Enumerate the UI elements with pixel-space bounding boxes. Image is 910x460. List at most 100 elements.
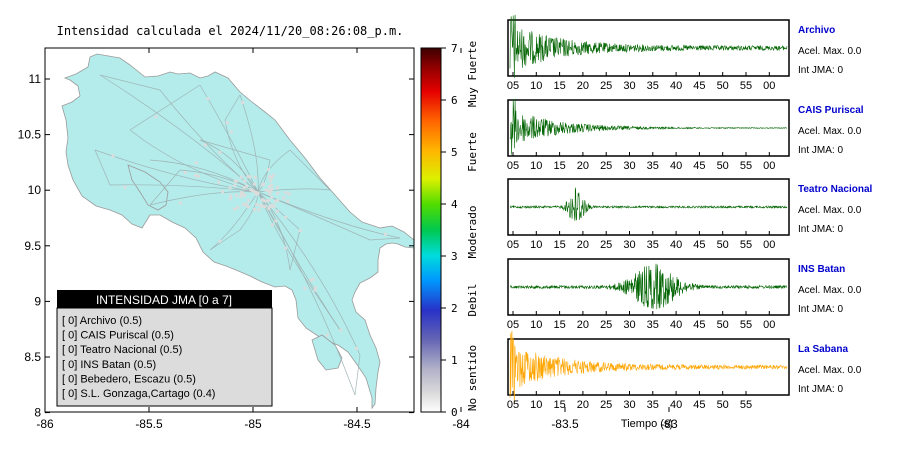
jma-intensity-label: Int JMA: 0 [798, 65, 843, 76]
waveform-tick-label: 10 [530, 80, 542, 92]
road [209, 191, 259, 251]
station-dot [271, 203, 275, 207]
jma-intensity-label: Int JMA: 0 [798, 145, 843, 156]
legend-item: [ 0] Archivo (0.5) [62, 315, 142, 327]
station-dot [268, 192, 272, 196]
road [257, 191, 356, 396]
station-dot [267, 207, 271, 211]
station-dot [266, 198, 270, 202]
road [289, 229, 301, 271]
colorbar-tick-label: 6 [451, 94, 458, 107]
legend-body [56, 307, 273, 407]
station-dot [266, 168, 270, 172]
road [289, 149, 331, 191]
station-dot [247, 198, 251, 202]
waveform-panel: 05 10 15 20 25 30 35 40 45 50 55 00 Archivo Acel. Max… [507, 14, 862, 92]
station-name: CAIS Puriscal [798, 105, 864, 116]
map-x-tick-label: -84.5 [343, 417, 371, 431]
osa-peninsula [311, 334, 343, 371]
jma-intensity-label: Int JMA: 0 [798, 384, 843, 395]
map-y-tick-label: 10 [28, 183, 42, 197]
station-dot [261, 183, 265, 187]
station-dot [269, 183, 273, 187]
station-dot [257, 208, 261, 212]
station-dot [274, 199, 278, 203]
station-dot [228, 197, 232, 201]
waveform-tick-label: 05 [507, 160, 519, 172]
station-dots [111, 97, 387, 351]
waveform-tick-label: 40 [670, 160, 682, 172]
map-x-tick-label: -86 [36, 417, 54, 431]
station-dot [245, 184, 249, 188]
map-x-tick-label: -85.5 [135, 417, 163, 431]
road [257, 159, 271, 193]
map-y-tick-label: 9.5 [24, 239, 41, 253]
map-y-tick-label: 10.5 [18, 128, 42, 142]
station-dot [154, 115, 158, 119]
station-dot [239, 191, 243, 195]
waveform-tick-label: 15 [553, 160, 565, 172]
colorbar-tick-label: 0 [451, 406, 458, 419]
station-dot [325, 333, 329, 337]
station-dot [256, 191, 260, 195]
waveform-tick-label: 55 [740, 319, 752, 331]
colorbar-ticks: 7 6 5 4 3 2 1 0 [441, 42, 458, 419]
waveform-tick-label: 40 [670, 80, 682, 92]
waveform-tick-label: 05 [507, 319, 519, 331]
station-dot [236, 206, 240, 210]
station-dot [286, 199, 290, 203]
waveform-tick-label: 30 [623, 319, 635, 331]
waveform-tick-label: 55 [740, 160, 752, 172]
station-name: Teatro Nacional [798, 184, 872, 195]
station-name: INS Batan [798, 264, 845, 275]
station-dot [287, 192, 291, 196]
station-dot [309, 278, 313, 282]
colorbar-label: Muy Fuerte [466, 41, 479, 107]
station-dot [282, 196, 286, 200]
station-dot [244, 202, 248, 206]
waveform-tick-label: 25 [600, 239, 612, 251]
waveform-trace [510, 263, 788, 310]
station-dot [270, 223, 274, 227]
map-title: Intensidad calculada el 2024/11/20_08:26… [57, 24, 404, 38]
accel-max-label: Acel. Max. 0.0 [798, 126, 862, 137]
waveform-tick-label: 15 [553, 239, 565, 251]
road [109, 184, 259, 193]
colorbar-tick-label: 1 [451, 354, 458, 367]
waveform-tick-label: 35 [647, 319, 659, 331]
road [94, 149, 259, 193]
station-dot [229, 194, 233, 198]
waveform-tick-label: 20 [577, 239, 589, 251]
intensity-legend: INTENSIDAD JMA [0 a 7] [ 0] Archivo (0.5… [56, 290, 273, 407]
station-dot [284, 215, 288, 219]
station-dot [276, 186, 280, 190]
station-dot [178, 201, 182, 205]
station-dot [243, 179, 247, 183]
station-dot [355, 347, 359, 351]
waveform-tick-label: 20 [577, 160, 589, 172]
waveform-tick-label: 25 [600, 399, 612, 411]
map-y-tick-label: 8 [34, 406, 41, 420]
station-dot [263, 205, 267, 209]
road [354, 354, 361, 396]
legend-item: [ 0] INS Batan (0.5) [62, 359, 156, 371]
colorbar-tick-label: 3 [451, 250, 458, 263]
colorbar-label: Debil [466, 283, 479, 316]
road [99, 74, 161, 91]
station-dot [254, 190, 258, 194]
colorbar-gradient [420, 47, 442, 413]
map-x-tick-label: -83 [660, 417, 678, 431]
station-dot [235, 179, 239, 183]
station-name: Archivo [798, 25, 835, 36]
map-panel [61, 53, 414, 410]
station-dot [269, 188, 273, 192]
colorbar-labels: Muy Fuerte Fuerte Moderado Debil No sentido [466, 41, 479, 411]
accel-max-label: Acel. Max. 0.0 [798, 285, 862, 296]
station-dot [243, 193, 247, 197]
station-dot [196, 174, 200, 178]
colorbar-label: No sentido [466, 345, 479, 411]
waveform-tick-label: 55 [740, 239, 752, 251]
station-dot [229, 130, 233, 134]
waveform-tick-label: 35 [647, 239, 659, 251]
map-y-tick-label: 8.5 [24, 350, 41, 364]
